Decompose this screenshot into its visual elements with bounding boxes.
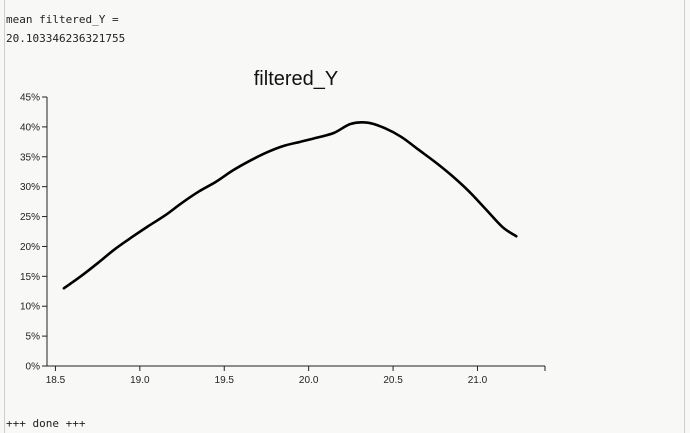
console-output-line: mean filtered_Y = <box>6 13 119 26</box>
y-tick-label: 25% <box>20 212 40 223</box>
y-tick-label: 45% <box>20 93 40 104</box>
chart-axes: 0% 5% 10% 15% 20% 25% 30% 35% 40% 45% 18.5 19.0 19.5… <box>20 93 546 386</box>
y-tick-label: 5% <box>26 332 41 343</box>
x-tick-label: 20.0 <box>299 375 319 386</box>
y-tick-label: 35% <box>20 152 40 163</box>
x-tick-label: 20.5 <box>383 375 403 386</box>
x-tick-label: 19.5 <box>215 375 235 386</box>
y-tick-label: 30% <box>20 182 40 193</box>
y-tick-label: 10% <box>20 302 40 313</box>
y-tick-label: 20% <box>20 242 40 253</box>
left-border <box>4 0 5 433</box>
x-tick-label: 21.0 <box>468 375 488 386</box>
console-done-line: +++ done +++ <box>6 417 86 430</box>
chart-series-layer <box>62 121 518 290</box>
y-tick-label: 15% <box>20 272 40 283</box>
y-tick-label: 0% <box>26 362 41 373</box>
series-line <box>62 121 518 290</box>
right-border <box>684 0 685 433</box>
x-tick-label: 19.0 <box>130 375 150 386</box>
y-tick-label: 40% <box>20 122 40 133</box>
console-output-value: 20.103346236321755 <box>6 32 126 45</box>
chart-title: filtered_Y <box>254 68 339 90</box>
x-tick-label: 18.5 <box>46 375 66 386</box>
